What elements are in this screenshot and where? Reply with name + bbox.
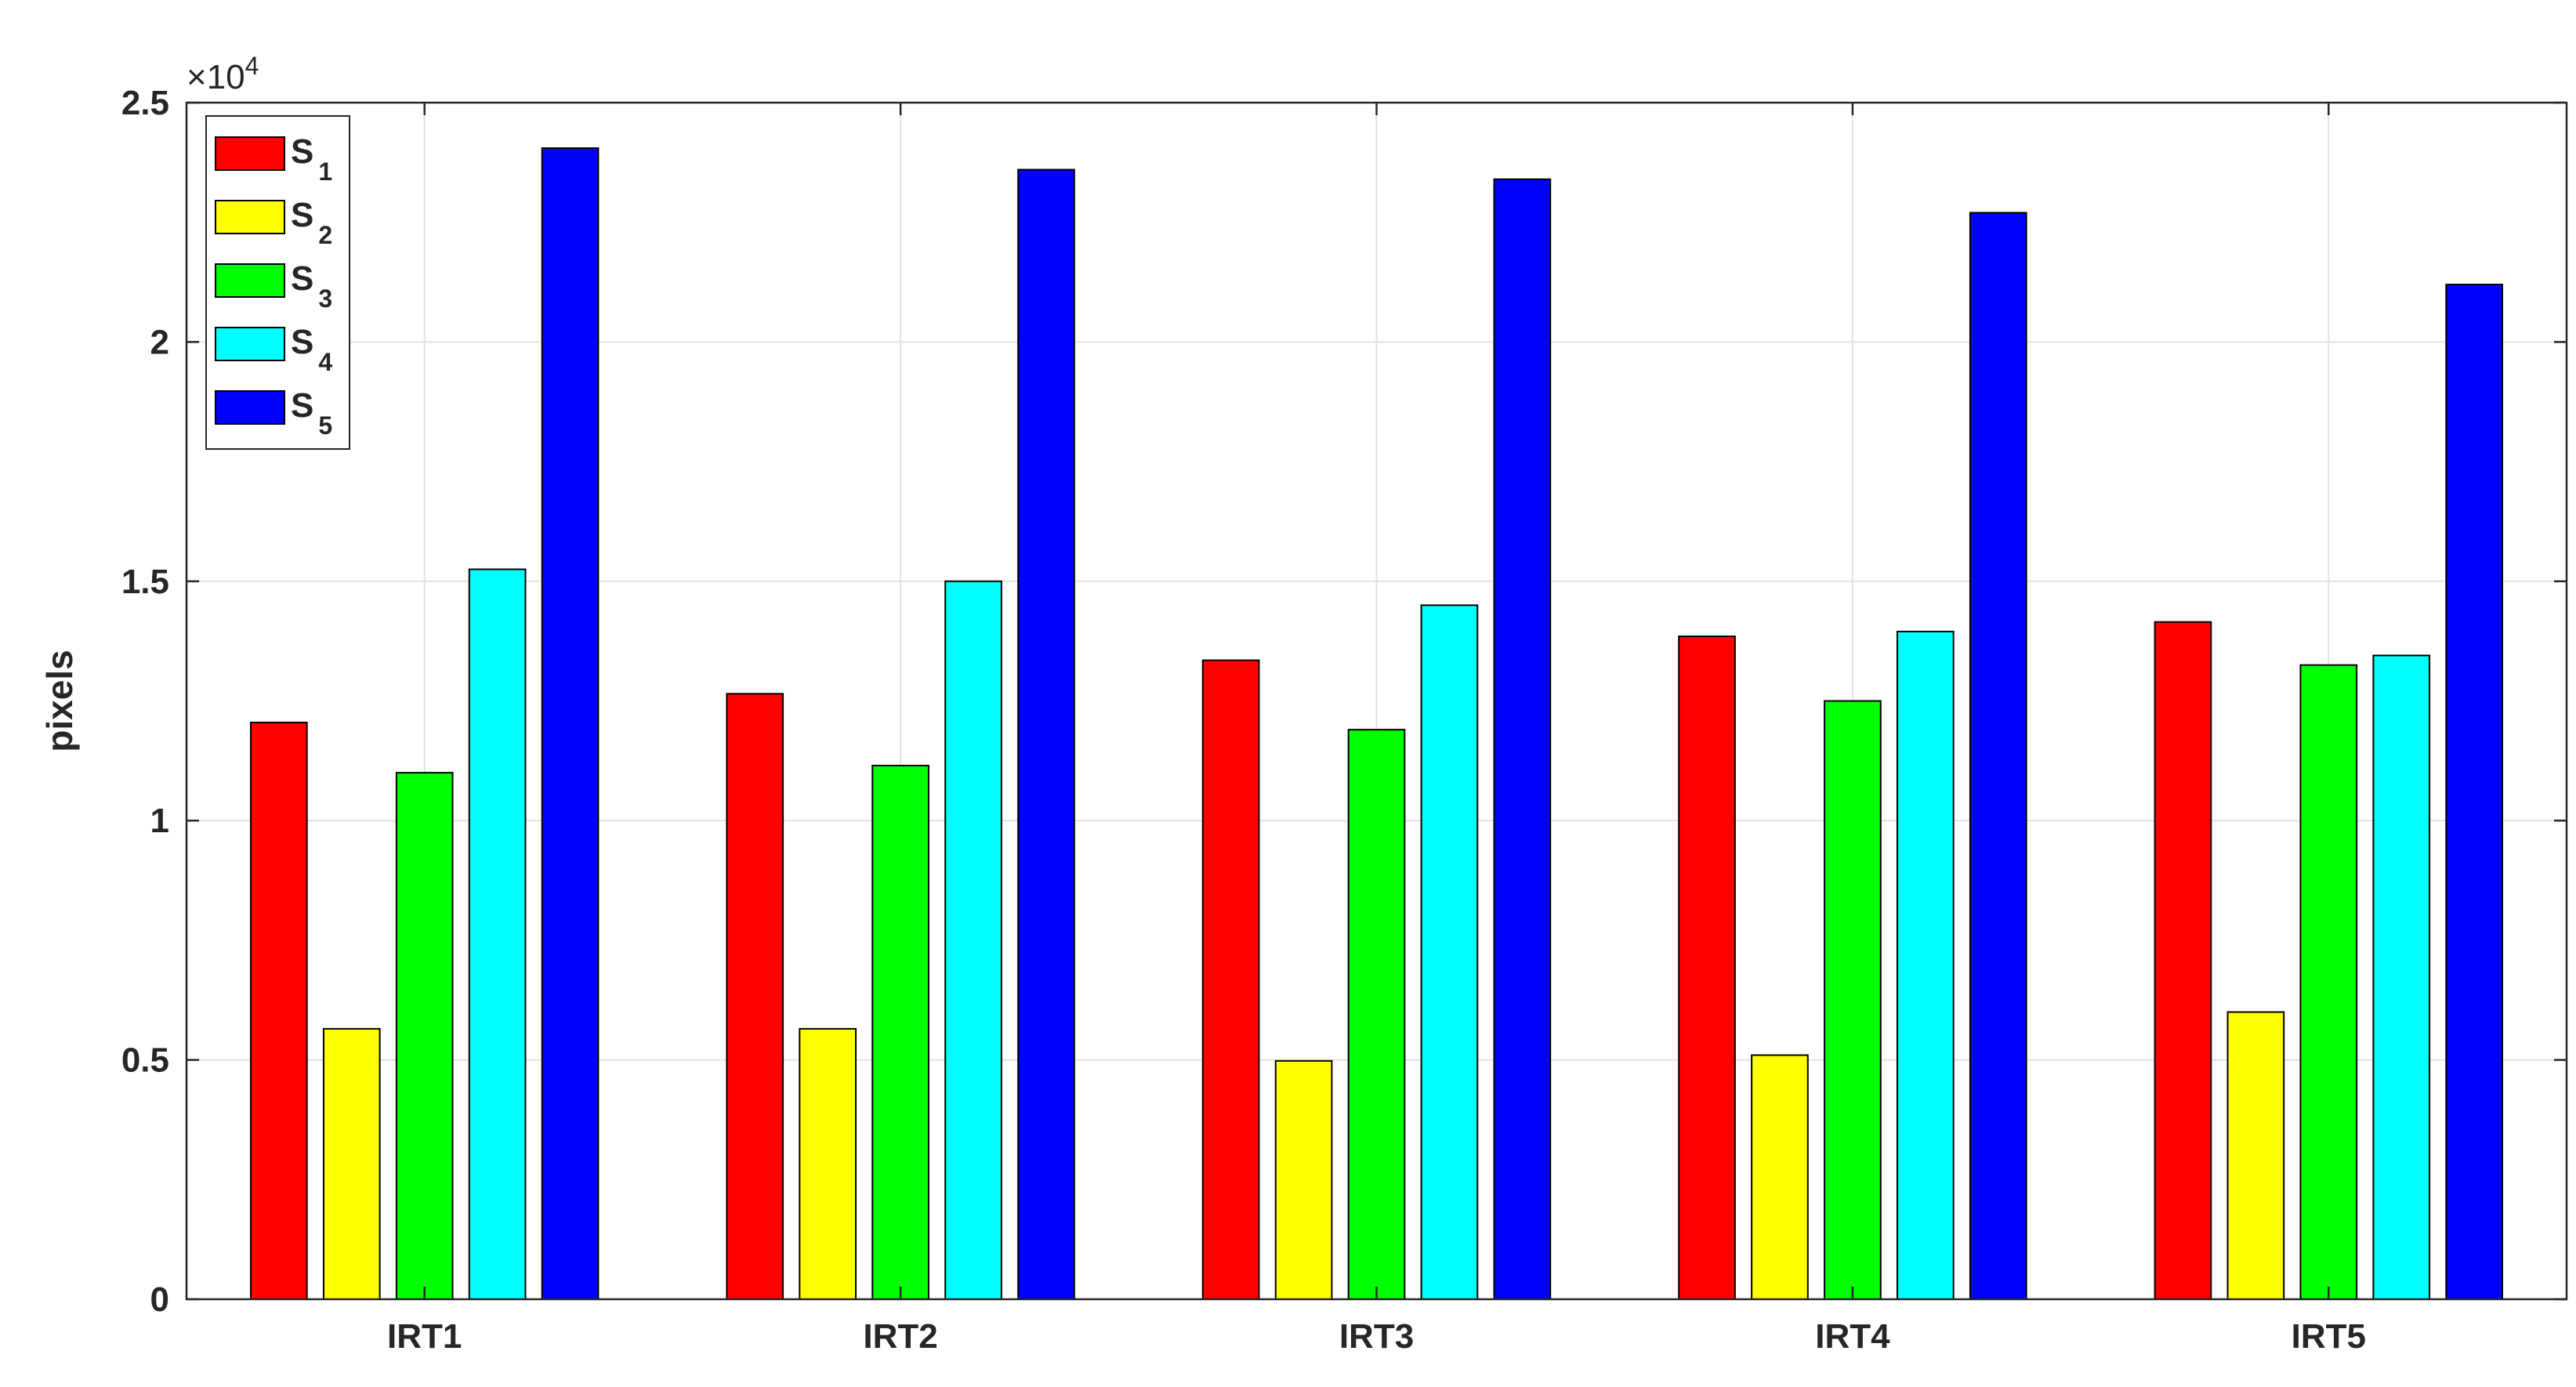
bar-irt3-s4 [1420,604,1479,1300]
x-tick-labels: IRT1 IRT2 IRT3 IRT4 IRT5 [387,1317,2366,1356]
bar-irt3-s2 [1274,1059,1333,1301]
bar-irt5-s2 [2226,1011,2285,1301]
legend-entry-name: S [291,196,313,234]
bar-irt5-s1 [2154,621,2212,1300]
bar-irt4-s3 [1824,700,1882,1300]
legend-entry-name: S [291,323,313,361]
bar-irt2-s4 [944,580,1002,1300]
legend-entry-name: S [291,259,313,298]
y-axis-multiplier: ×104 [187,52,259,96]
bar-irt3-s5 [1493,178,1552,1300]
legend-entry-subscript: 1 [318,158,332,186]
legend-entry-subscript: 5 [318,411,332,440]
y-tick-label: 1 [150,802,169,840]
legend-entry-subscript: 2 [318,221,332,249]
y-tick-label: 2.5 [121,84,169,122]
bar-irt4-s5 [1969,212,2027,1300]
bar-irt2-s3 [871,764,929,1300]
bar-irt1-s4 [468,568,527,1300]
bar-irt2-s5 [1017,168,1075,1301]
bar-irt1-s1 [249,721,308,1300]
y-axis-label: pixels [39,650,80,751]
legend-swatch-s2 [215,200,285,234]
legend-entry-subscript: 3 [318,284,332,313]
bar-irt5-s4 [2372,654,2431,1300]
bar-irt5-s5 [2445,284,2504,1300]
bar-irt5-s3 [2299,664,2358,1300]
y-tick-label: 0.5 [121,1041,169,1080]
legend-entry-s4: S4 [291,323,332,376]
x-tick-label: IRT5 [2292,1317,2366,1356]
bar-irt1-s5 [541,147,600,1300]
bar-irt2-s1 [726,693,784,1300]
y-multiplier-exponent: 4 [245,52,259,80]
legend-entry-name: S [291,386,313,425]
x-tick-label: IRT4 [1815,1317,1890,1356]
bars [249,147,2504,1301]
bar-irt1-s3 [395,772,454,1300]
legend-entry-name: S [291,132,313,171]
legend-swatch-s4 [215,327,285,361]
tick-marks [187,101,2567,1301]
legend-swatch-s1 [215,136,285,171]
legend-swatch-s5 [215,390,285,425]
bar-irt3-s3 [1347,729,1406,1300]
legend-entry-s3: S3 [291,259,332,313]
bar-irt3-s1 [1201,659,1260,1300]
legend-entry-s2: S2 [291,196,332,249]
legend-entry-s5: S5 [291,386,332,440]
bar-irt2-s2 [799,1027,857,1300]
bar-irt4-s4 [1896,630,1955,1300]
x-tick-label: IRT2 [863,1317,937,1356]
legend-entry-s1: S1 [291,132,332,186]
bar-irt4-s1 [1678,636,1736,1300]
y-tick-labels: 0 0.5 1 1.5 2 2.5 [121,84,169,1319]
x-tick-label: IRT3 [1339,1317,1414,1356]
bar-irt1-s2 [322,1027,381,1300]
x-tick-label: IRT1 [387,1317,462,1356]
bar-irt4-s2 [1751,1054,1809,1300]
y-tick-label: 0 [150,1280,169,1319]
y-tick-label: 2 [150,323,169,361]
y-multiplier-base: ×10 [187,58,245,96]
legend-entry-subscript: 4 [318,348,332,376]
y-tick-label: 1.5 [121,563,169,601]
legend-swatch-s3 [215,263,285,298]
